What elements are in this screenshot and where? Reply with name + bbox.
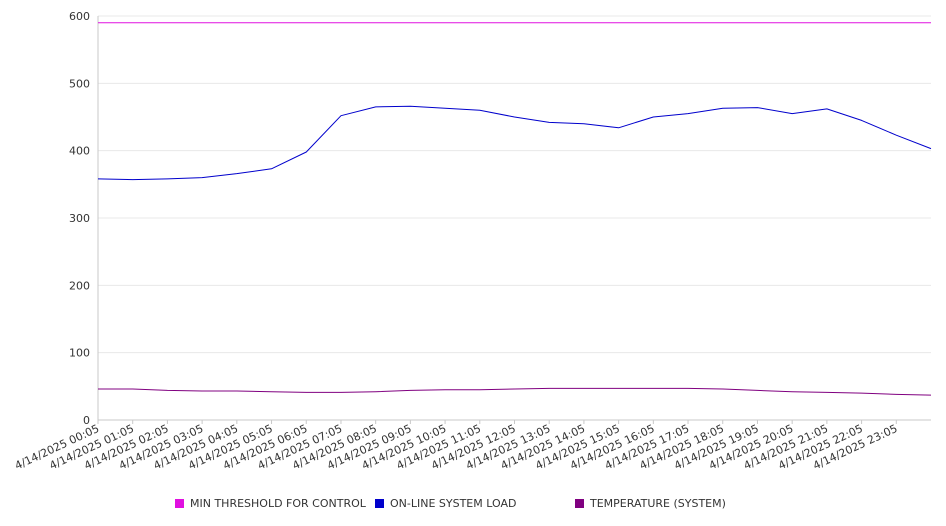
y-tick-label: 500 xyxy=(69,77,90,90)
legend-swatch-min-threshold xyxy=(175,499,184,508)
x-axis-ticks: 4/14/2025 00:054/14/2025 01:054/14/2025 … xyxy=(13,420,900,472)
legend-item-system-load[interactable]: ON-LINE SYSTEM LOAD xyxy=(375,497,516,510)
gridlines xyxy=(98,15,931,354)
legend: MIN THRESHOLD FOR CONTROL ON-LINE SYSTEM… xyxy=(0,497,946,515)
series-lines xyxy=(97,22,932,396)
legend-label-min-threshold: MIN THRESHOLD FOR CONTROL xyxy=(190,497,366,510)
y-tick-label: 200 xyxy=(69,279,90,292)
legend-swatch-system-load xyxy=(375,499,384,508)
y-tick-label: 600 xyxy=(69,10,90,23)
y-tick-label: 0 xyxy=(83,414,90,427)
series-line-1 xyxy=(97,105,932,181)
legend-label-system-load: ON-LINE SYSTEM LOAD xyxy=(390,497,517,510)
y-tick-label: 100 xyxy=(69,347,90,360)
legend-label-temperature: TEMPERATURE (SYSTEM) xyxy=(590,497,726,510)
legend-item-temperature[interactable]: TEMPERATURE (SYSTEM) xyxy=(575,497,726,510)
chart: 0 100 200 300 400 500 600 4/14/2025 00:054/14/… xyxy=(13,10,932,472)
legend-item-min-threshold[interactable]: MIN THRESHOLD FOR CONTROL xyxy=(175,497,366,510)
series-line-2 xyxy=(98,387,932,396)
y-tick-label: 300 xyxy=(69,212,90,225)
y-axis-ticks: 0 100 200 300 400 500 600 xyxy=(69,10,90,427)
y-tick-label: 400 xyxy=(69,145,90,158)
legend-swatch-temperature xyxy=(575,499,584,508)
